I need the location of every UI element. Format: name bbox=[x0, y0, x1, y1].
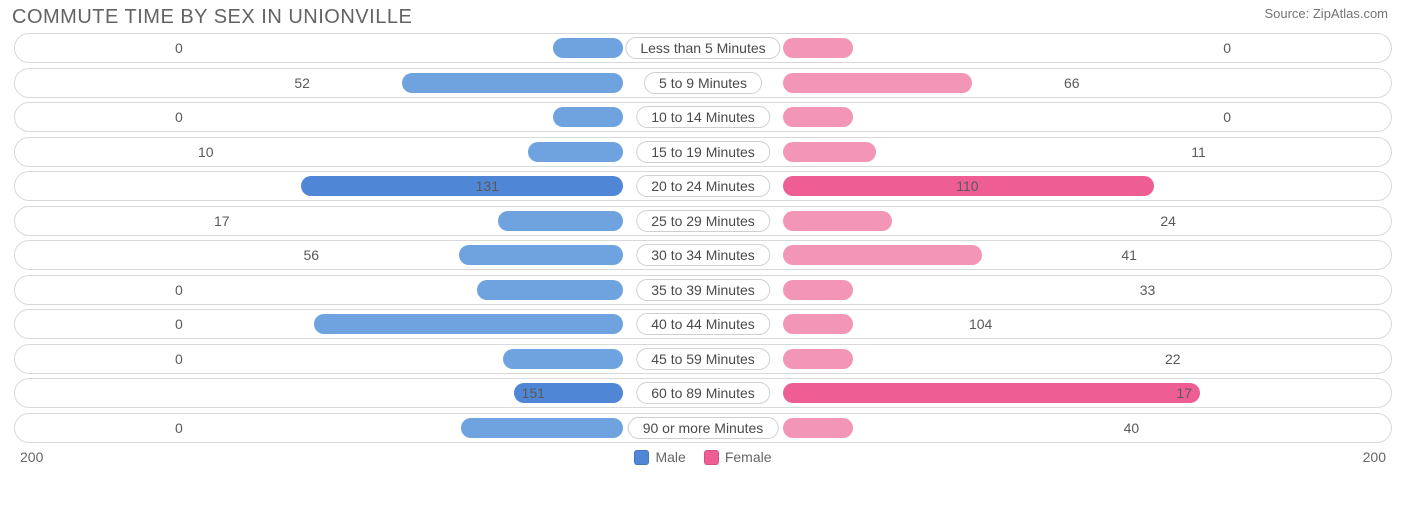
legend-swatch-male bbox=[634, 450, 649, 465]
bar-female bbox=[783, 73, 972, 93]
chart-header: COMMUTE TIME BY SEX IN UNIONVILLE Source… bbox=[0, 0, 1406, 33]
bar-male bbox=[498, 211, 623, 231]
value-male: 33 bbox=[1140, 282, 1156, 298]
bar-male bbox=[459, 245, 623, 265]
value-male: 24 bbox=[1160, 213, 1176, 229]
bar-male bbox=[314, 314, 623, 334]
value-male: 0 bbox=[1223, 109, 1231, 125]
value-female: 0 bbox=[175, 109, 183, 125]
value-female: 0 bbox=[175, 351, 183, 367]
bar-female bbox=[783, 280, 853, 300]
bar-male bbox=[301, 176, 623, 196]
chart-title: COMMUTE TIME BY SEX IN UNIONVILLE bbox=[12, 6, 412, 29]
value-female: 10 bbox=[198, 144, 214, 160]
bar-female bbox=[783, 245, 982, 265]
value-female: 0 bbox=[175, 40, 183, 56]
row-track: 11 10 15 to 19 Minutes bbox=[14, 137, 1392, 167]
chart-source: Source: ZipAtlas.com bbox=[1264, 6, 1388, 21]
bar-male bbox=[503, 349, 623, 369]
value-male: 41 bbox=[1121, 247, 1137, 263]
row-track: 40 0 90 or more Minutes bbox=[14, 413, 1392, 443]
row-label: 60 to 89 Minutes bbox=[636, 382, 770, 404]
bar-female bbox=[783, 383, 1200, 403]
value-male: 22 bbox=[1165, 351, 1181, 367]
bar-female bbox=[783, 211, 892, 231]
row-track: 66 52 5 to 9 Minutes bbox=[14, 68, 1392, 98]
row-track: 22 0 45 to 59 Minutes bbox=[14, 344, 1392, 374]
value-female: 0 bbox=[175, 316, 183, 332]
bar-male bbox=[528, 142, 623, 162]
row-label: 90 or more Minutes bbox=[628, 417, 779, 439]
row-label: 10 to 14 Minutes bbox=[636, 106, 770, 128]
axis-left-max: 200 bbox=[20, 449, 43, 465]
value-male: 40 bbox=[1124, 420, 1140, 436]
bar-female bbox=[783, 142, 876, 162]
row-track: 24 17 25 to 29 Minutes bbox=[14, 206, 1392, 236]
bar-male bbox=[402, 73, 623, 93]
value-female: 17 bbox=[214, 213, 230, 229]
row-track: 33 0 35 to 39 Minutes bbox=[14, 275, 1392, 305]
row-track: 17 151 60 to 89 Minutes bbox=[14, 378, 1392, 408]
row-track: 104 0 40 to 44 Minutes bbox=[14, 309, 1392, 339]
value-male: 11 bbox=[1191, 144, 1206, 160]
bar-female bbox=[783, 418, 853, 438]
value-male: 104 bbox=[969, 316, 992, 332]
row-label: 5 to 9 Minutes bbox=[644, 72, 762, 94]
bar-female bbox=[783, 314, 853, 334]
legend: Male Female bbox=[634, 449, 771, 465]
value-female: 131 bbox=[476, 178, 499, 194]
bar-male bbox=[461, 418, 623, 438]
row-label: 15 to 19 Minutes bbox=[636, 141, 770, 163]
row-label: 40 to 44 Minutes bbox=[636, 313, 770, 335]
value-male: 17 bbox=[1176, 385, 1192, 401]
row-label: 20 to 24 Minutes bbox=[636, 175, 770, 197]
legend-label-female: Female bbox=[725, 449, 772, 465]
row-label: 25 to 29 Minutes bbox=[636, 210, 770, 232]
row-track: 0 0 Less than 5 Minutes bbox=[14, 33, 1392, 63]
bar-female bbox=[783, 107, 853, 127]
row-label: Less than 5 Minutes bbox=[625, 37, 780, 59]
value-female: 52 bbox=[294, 75, 310, 91]
legend-label-male: Male bbox=[655, 449, 685, 465]
value-female: 56 bbox=[304, 247, 320, 263]
row-label: 35 to 39 Minutes bbox=[636, 279, 770, 301]
value-female: 0 bbox=[175, 282, 183, 298]
bar-male bbox=[553, 107, 623, 127]
chart-area: 0 0 Less than 5 Minutes 66 52 5 to 9 Minutes 0… bbox=[0, 33, 1406, 443]
axis-right-max: 200 bbox=[1363, 449, 1386, 465]
bar-female bbox=[783, 349, 853, 369]
row-label: 30 to 34 Minutes bbox=[636, 244, 770, 266]
legend-item-female: Female bbox=[704, 449, 772, 465]
value-female: 0 bbox=[175, 420, 183, 436]
row-track: 0 0 10 to 14 Minutes bbox=[14, 102, 1392, 132]
row-track: 110 131 20 to 24 Minutes bbox=[14, 171, 1392, 201]
bar-male bbox=[477, 280, 623, 300]
bar-female bbox=[783, 38, 853, 58]
legend-item-male: Male bbox=[634, 449, 685, 465]
bar-male bbox=[553, 38, 623, 58]
row-track: 41 56 30 to 34 Minutes bbox=[14, 240, 1392, 270]
value-male: 110 bbox=[956, 178, 978, 194]
value-male: 66 bbox=[1064, 75, 1080, 91]
chart-footer: 200 Male Female 200 bbox=[0, 447, 1406, 465]
row-label: 45 to 59 Minutes bbox=[636, 348, 770, 370]
value-female: 151 bbox=[522, 385, 545, 401]
value-male: 0 bbox=[1223, 40, 1231, 56]
legend-swatch-female bbox=[704, 450, 719, 465]
